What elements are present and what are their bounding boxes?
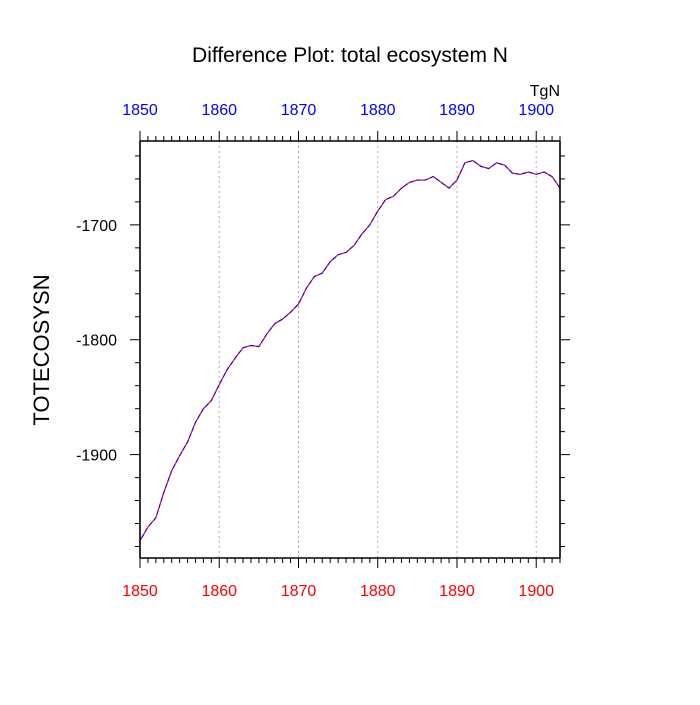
bottom-x-tick-label-1900: 1900 bbox=[518, 583, 554, 600]
top-x-tick-label-1900: 1900 bbox=[518, 102, 554, 119]
chart-title: Difference Plot: total ecosystem N bbox=[192, 44, 508, 67]
tick-marks bbox=[130, 131, 570, 568]
series-line-0-primary bbox=[139, 159, 561, 542]
bottom-x-tick-label-1870: 1870 bbox=[281, 583, 317, 600]
y-tick-label--1700: -1700 bbox=[76, 218, 117, 235]
bottom-x-tick-label-1850: 1850 bbox=[122, 583, 158, 600]
top-x-tick-label-1850: 1850 bbox=[122, 102, 158, 119]
series-layer bbox=[139, 159, 561, 542]
y-axis-label: TOTECOSYSN bbox=[29, 274, 54, 425]
y-tick-label--1900: -1900 bbox=[76, 448, 117, 465]
bottom-x-tick-label-1860: 1860 bbox=[201, 583, 237, 600]
bottom-x-tick-label-1890: 1890 bbox=[439, 583, 475, 600]
units-label: TgN bbox=[530, 83, 560, 100]
y-tick-label--1800: -1800 bbox=[76, 333, 117, 350]
top-x-tick-label-1890: 1890 bbox=[439, 102, 475, 119]
tick-labels: 1850 1850 1860 1860 1870 1870 1880 1880 1890 1890… bbox=[76, 102, 554, 600]
top-x-tick-label-1880: 1880 bbox=[360, 102, 396, 119]
top-x-tick-label-1870: 1870 bbox=[281, 102, 317, 119]
top-x-tick-label-1860: 1860 bbox=[201, 102, 237, 119]
bottom-x-tick-label-1880: 1880 bbox=[360, 583, 396, 600]
series-line-0-secondary bbox=[139, 159, 561, 542]
axes-layer bbox=[139, 140, 561, 559]
grid-lines bbox=[218, 141, 537, 558]
